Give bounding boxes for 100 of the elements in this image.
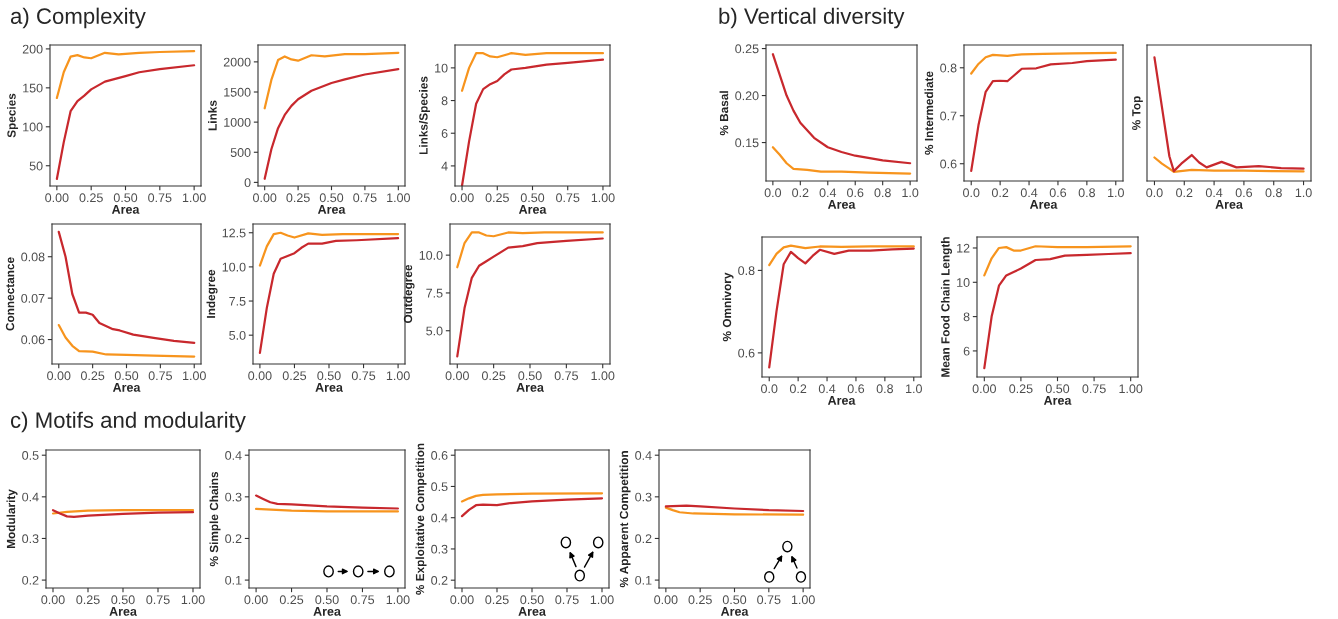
- x-tick-label: 0.00: [45, 193, 69, 203]
- line-series: [258, 237, 400, 355]
- x-tick-label: 0.50: [518, 371, 542, 381]
- line-series: [258, 231, 400, 267]
- x-tick-label: 0.50: [520, 193, 545, 203]
- y-tick-label: 0.2: [225, 534, 242, 544]
- x-tick-label: 0.0: [761, 384, 778, 394]
- x-axis-title: Area: [109, 607, 137, 616]
- x-tick-label: 0.50: [1045, 384, 1070, 394]
- y-tick-label: 0.6: [738, 348, 755, 358]
- x-tick-label: 1.0: [1108, 188, 1124, 198]
- x-tick-label: 0.50: [520, 595, 544, 605]
- line-series: [771, 53, 912, 165]
- y-tick-label: 0.8: [738, 266, 755, 276]
- line-series: [51, 509, 195, 518]
- x-tick-label: 0.25: [688, 595, 712, 605]
- y-axis-title: % Intermediate: [924, 71, 934, 155]
- line-series: [57, 230, 196, 344]
- y-tick-label: 8: [963, 312, 970, 322]
- x-tick-label: 0.25: [79, 193, 103, 203]
- x-tick-label: 0.4: [819, 188, 837, 198]
- text: b) Vertical diversity: [719, 7, 905, 29]
- y-tick-label: 0.4: [635, 451, 652, 460]
- x-tick-label: 0.6: [847, 384, 865, 394]
- x-tick-label: 0.25: [76, 595, 100, 605]
- line-series: [263, 51, 400, 110]
- x-tick-label: 0.75: [556, 193, 580, 203]
- y-axis-title: % Top: [1132, 96, 1143, 130]
- y-axis-title: Connectance: [5, 257, 15, 331]
- x-tick-label: 0.75: [148, 371, 173, 381]
- x-tick-label: 0.8: [876, 384, 894, 394]
- y-tick-label: 4: [441, 161, 448, 171]
- y-tick-label: 8: [441, 96, 448, 106]
- x-tick-label: 0.00: [41, 595, 65, 605]
- x-axis-title: Area: [111, 205, 140, 214]
- x-tick-label: 0.00: [244, 595, 268, 605]
- x-tick-label: 0.2: [1176, 188, 1193, 198]
- y-tick-label: 0.5: [22, 451, 39, 460]
- y-tick-label: 7.5: [426, 288, 443, 298]
- x-axis-title: Area: [518, 607, 546, 616]
- y-axis-title: Species: [7, 93, 19, 138]
- x-tick-label: 0.50: [315, 595, 339, 605]
- line-series: [970, 51, 1117, 75]
- x-axis-title: Area: [313, 607, 341, 616]
- x-axis-title: Area: [112, 383, 141, 392]
- line-series: [771, 146, 912, 175]
- x-tick-label: 0.25: [485, 193, 509, 203]
- x-tick-label: 0.6: [1049, 188, 1067, 198]
- x-tick-label: 0.4: [1020, 188, 1038, 198]
- x-axis-title: Area: [315, 383, 343, 392]
- y-tick-label: 0.15: [735, 138, 759, 148]
- x-tick-label: 0.50: [317, 371, 341, 381]
- y-tick-label: 0.1: [635, 575, 652, 585]
- text: a) Complexity: [10, 7, 146, 29]
- x-tick-label: 0.4: [1205, 188, 1223, 198]
- x-tick-label: 0.75: [555, 595, 579, 605]
- x-tick-label: 0.75: [351, 371, 376, 381]
- y-tick-label: 0.6: [940, 159, 957, 169]
- y-tick-label: 10: [957, 278, 970, 287]
- y-tick-label: 7.5: [229, 296, 246, 306]
- y-tick-label: 2000: [223, 57, 251, 67]
- x-tick-label: 1.00: [386, 595, 410, 605]
- x-tick-label: 0.25: [481, 371, 506, 381]
- x-tick-label: 0.00: [450, 193, 474, 203]
- x-axis-title: Area: [516, 383, 544, 392]
- y-tick-label: 0.2: [431, 575, 448, 585]
- line-series: [970, 58, 1117, 173]
- x-tick-label: 0.25: [286, 193, 310, 203]
- x-tick-label: 1.00: [590, 595, 614, 605]
- y-tick-label: 5.0: [229, 330, 246, 340]
- y-tick-label: 0.20: [735, 91, 759, 101]
- y-tick-label: 0.06: [21, 335, 45, 345]
- y-tick-label: 0.6: [431, 451, 448, 460]
- x-tick-label: 0.75: [146, 595, 170, 605]
- x-tick-label: 0.25: [80, 371, 105, 381]
- x-tick-label: 0.50: [114, 371, 139, 381]
- y-tick-label: 12.5: [222, 228, 246, 238]
- line-series: [983, 245, 1132, 277]
- x-tick-label: 0.4: [818, 384, 836, 394]
- y-axis-title: Indegree: [206, 269, 218, 318]
- text: c) Motifs and modularity: [10, 411, 246, 433]
- x-axis-title: Area: [1029, 200, 1058, 209]
- y-tick-label: 0.3: [635, 492, 652, 502]
- line-series: [456, 237, 604, 358]
- line-series: [55, 50, 196, 100]
- y-tick-label: 50: [29, 161, 43, 171]
- x-tick-label: 1.00: [386, 371, 410, 381]
- x-tick-label: 1.00: [791, 595, 815, 605]
- y-tick-label: 0.3: [431, 544, 448, 554]
- line-series: [456, 231, 604, 269]
- y-tick-label: 1000: [224, 117, 251, 127]
- x-tick-label: 1.0: [902, 188, 919, 198]
- x-axis-title: Area: [720, 607, 749, 616]
- line-series: [983, 252, 1132, 370]
- y-tick-label: 100: [23, 122, 43, 132]
- x-tick-label: 0.75: [148, 193, 172, 203]
- line-series: [460, 492, 604, 503]
- y-tick-label: 0.2: [635, 534, 652, 544]
- x-tick-label: 0.00: [248, 371, 272, 381]
- x-tick-label: 0.00: [445, 371, 469, 381]
